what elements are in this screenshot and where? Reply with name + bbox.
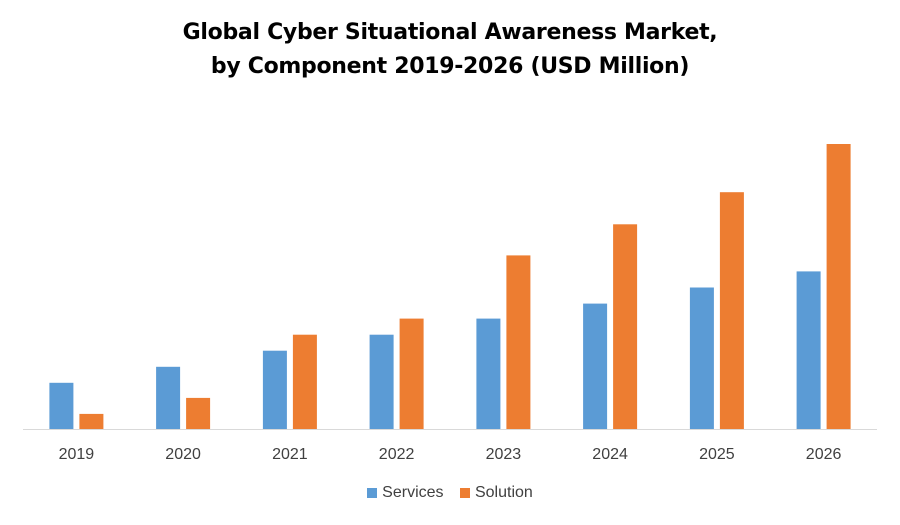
- legend-item-solution: Solution: [459, 484, 533, 502]
- legend-swatch-services: [367, 488, 378, 498]
- bar-solution-2019: [79, 413, 104, 429]
- x-tick-label-2024: 2024: [592, 446, 628, 463]
- bar-solution-2025: [719, 192, 744, 429]
- bar-services-2019: [49, 382, 74, 429]
- bar-services-2020: [156, 366, 181, 429]
- x-tick-label-2025: 2025: [699, 446, 735, 463]
- bar-solution-2023: [506, 255, 531, 429]
- bar-services-2023: [476, 318, 501, 429]
- chart-title-block: Global Cyber Situational Awareness Marke…: [0, 16, 900, 84]
- legend: Services Solution: [0, 484, 900, 503]
- x-tick-label-2019: 2019: [59, 446, 95, 463]
- legend-item-services: Services: [367, 484, 444, 502]
- chart-subtitle: by Component 2019-2026 (USD Million): [210, 54, 690, 79]
- bar-services-2025: [689, 287, 714, 429]
- bars-group: [49, 144, 851, 429]
- x-tick-label-2026: 2026: [806, 446, 842, 463]
- chart-title: Global Cyber Situational Awareness Marke…: [182, 20, 718, 45]
- bar-services-2026: [796, 271, 821, 429]
- bar-solution-2022: [399, 318, 424, 429]
- bar-solution-2026: [826, 144, 851, 429]
- x-tick-label-2023: 2023: [486, 446, 522, 463]
- bar-services-2024: [583, 303, 608, 429]
- legend-swatch-solution: [459, 488, 470, 498]
- bar-services-2021: [262, 350, 287, 429]
- x-tick-labels: 2019 2020 2021 2022 2023 2024 2025 2026: [59, 446, 842, 463]
- legend-label-services: Services: [382, 484, 444, 501]
- x-tick-label-2022: 2022: [379, 446, 415, 463]
- bar-services-2022: [369, 334, 394, 429]
- bar-solution-2021: [292, 334, 317, 429]
- legend-label-solution: Solution: [474, 484, 533, 501]
- bar-solution-2024: [613, 224, 638, 429]
- x-tick-label-2021: 2021: [272, 446, 308, 463]
- bar-solution-2020: [186, 397, 211, 429]
- x-tick-label-2020: 2020: [165, 446, 201, 463]
